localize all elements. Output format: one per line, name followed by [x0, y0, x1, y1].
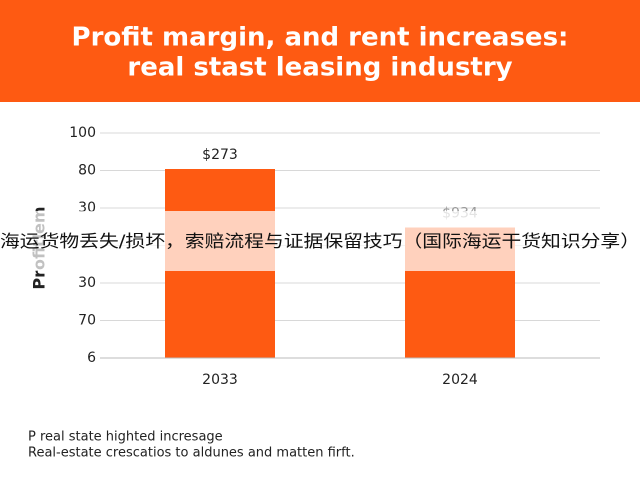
y-tick-label: 80: [78, 163, 96, 179]
x-tick-label: 2024: [442, 372, 478, 388]
note: P real state highted incresage: [28, 430, 223, 445]
y-tick-label: 6: [87, 350, 96, 366]
header-band: [0, 0, 640, 102]
y-tick-label: 100: [69, 125, 96, 141]
value-label: $273: [202, 147, 238, 163]
y-tick-label: 30: [78, 275, 96, 291]
y-tick-label: 70: [78, 313, 96, 329]
overlay-band: [0, 211, 640, 271]
chart-title: Profit margin, and rent increases:: [72, 23, 569, 53]
chart-title: real stast leasing industry: [127, 53, 512, 83]
overlay-text: 海运货物丢失/损坏，索赔流程与证据保留技巧（国际海运干货知识分享）: [0, 232, 640, 252]
note: Real-estate crescatios to aldunes and ma…: [28, 446, 355, 461]
x-tick-label: 2033: [202, 372, 238, 388]
